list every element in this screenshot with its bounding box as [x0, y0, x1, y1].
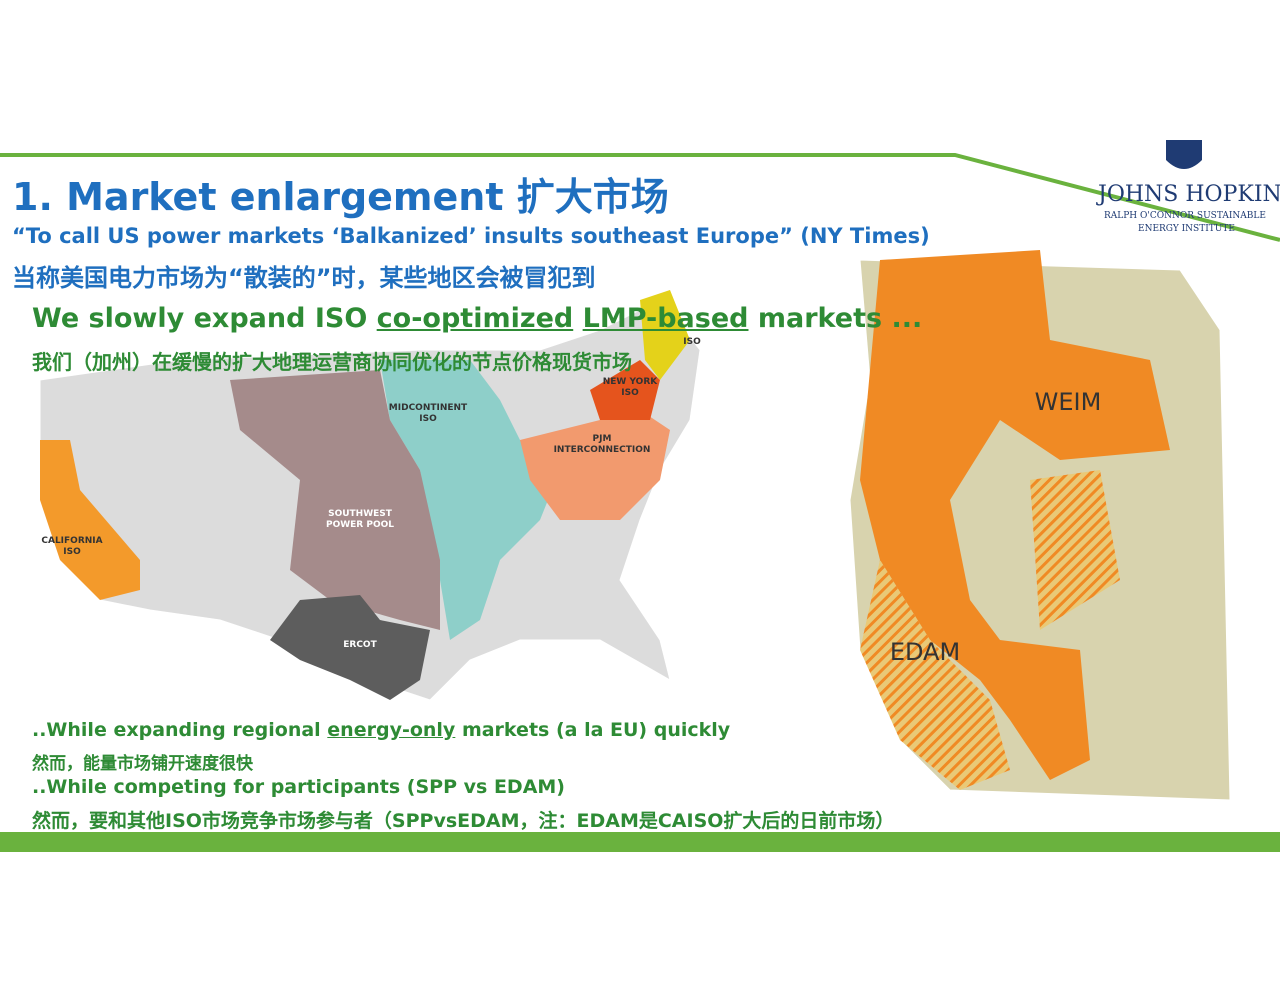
map-label: NEW YORK [603, 377, 659, 387]
weim-region [860, 250, 1170, 780]
bottom-line-zh: 然而，要和其他ISO市场竞争市场参与者（SPPvsEDAM，注：EDAM是CAI… [32, 810, 895, 832]
logo-name: JOHNS HOPKINS [1098, 182, 1280, 207]
pjm-region [520, 410, 670, 520]
map-label: POWER POOL [326, 520, 394, 530]
logo-line: ENERGY INSTITUTE [1138, 224, 1235, 234]
quote: “To call US power markets ‘Balkanized’ i… [12, 224, 930, 248]
text: markets ... [748, 303, 923, 334]
spp-region [230, 370, 440, 630]
edam-region [860, 560, 1010, 790]
point1: We slowly expand ISO co-optimized LMP-ba… [32, 303, 922, 334]
map-label: ISO [63, 547, 81, 557]
isone-region [640, 290, 690, 380]
logo-line: RALPH O'CONNOR SUSTAINABLE [1104, 211, 1266, 221]
map-label: ISO [621, 388, 639, 398]
bottom-line-zh: 然而，能量市场铺开速度很快 [32, 754, 253, 774]
top-rule [0, 153, 1280, 242]
bottom-bar [0, 832, 1280, 852]
map-label: ISO [419, 414, 437, 424]
text: LMP-based [582, 303, 749, 334]
logo-shield [1166, 140, 1202, 169]
map-label: MIDCONTINENT [389, 403, 468, 413]
nyiso-region [590, 360, 660, 420]
map-label: WEIM [1035, 388, 1102, 416]
text: markets (a la EU) quickly [455, 719, 731, 741]
map-label: CALIFORNIA [41, 536, 102, 546]
title: 1. Market enlargement 扩大市场 [12, 175, 669, 219]
text: We slowly expand ISO [32, 303, 377, 334]
ercot-region [270, 595, 430, 700]
bottom-line: ..While expanding regional energy-only m… [32, 719, 730, 741]
quote-zh: 当称美国电力市场为“散装的”时，某些地区会被冒犯到 [12, 264, 596, 292]
miso-region [380, 360, 560, 640]
caiso-region [40, 440, 140, 600]
map-label: PJM [593, 434, 612, 444]
map-label: EDAM [890, 638, 960, 666]
text: energy-only [327, 719, 456, 741]
edam-region [1030, 470, 1120, 630]
bottom-line: ..While competing for participants (SPP … [32, 776, 565, 798]
point1-zh: 我们（加州）在缓慢的扩大地理运营商协同优化的节点价格现货市场 [32, 350, 632, 374]
map-label: SOUTHWEST [328, 509, 393, 519]
map-label: ERCOT [343, 640, 377, 650]
text [573, 303, 582, 334]
map-label: ISO [683, 337, 701, 347]
text: co-optimized [376, 303, 574, 334]
map-label: INTERCONNECTION [554, 445, 651, 455]
text: ..While expanding regional [32, 719, 328, 741]
